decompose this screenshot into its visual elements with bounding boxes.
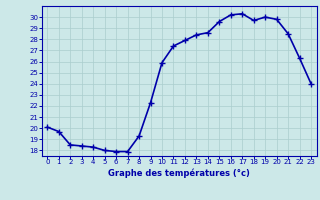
X-axis label: Graphe des températures (°c): Graphe des températures (°c)	[108, 168, 250, 178]
